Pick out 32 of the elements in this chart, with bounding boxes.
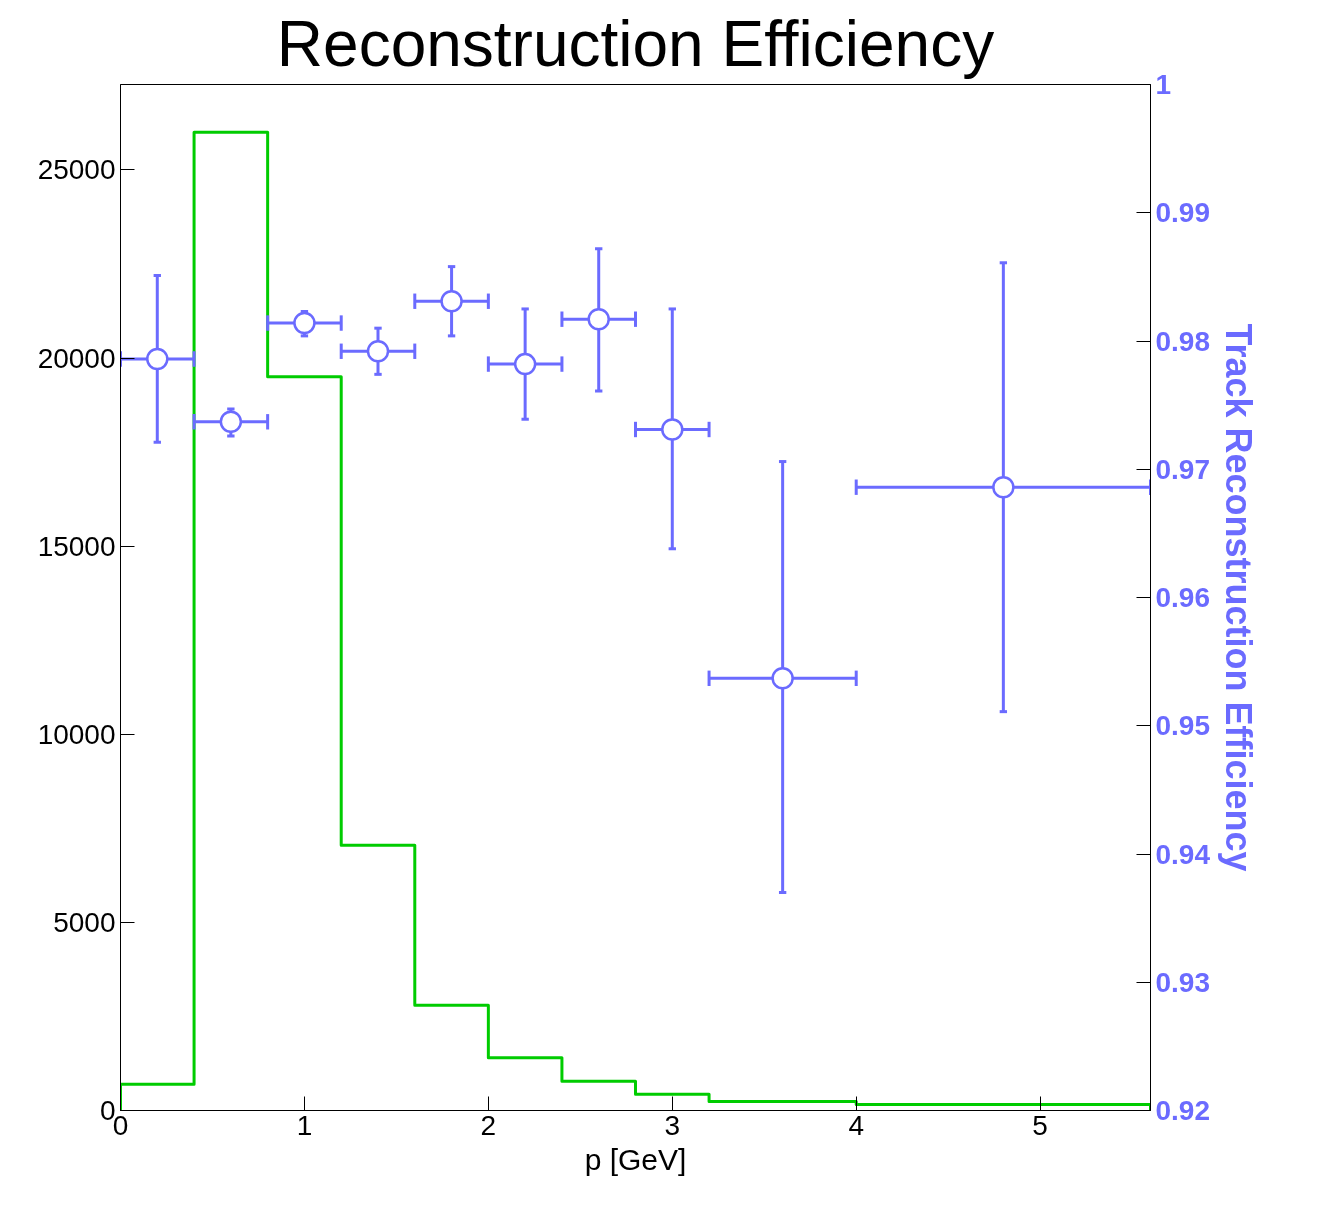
point (587, 307, 610, 331)
y2-tick-label: 0.92 (1155, 1095, 1210, 1126)
point (992, 475, 1015, 499)
y-tick-label: 25000 (37, 154, 116, 186)
y-tick-label: 20000 (37, 342, 116, 374)
y-tick-label: 15000 (37, 530, 116, 562)
x-axis-title: p [GeV] (584, 1142, 687, 1176)
point (661, 418, 684, 441)
point (293, 311, 316, 335)
y2-tick-label: 0.94 (1155, 838, 1211, 870)
x-tick-label: 5 (1032, 1109, 1048, 1141)
y2-axis-title: Track Reconstruction Efficiency (1218, 323, 1259, 872)
y-tick-label: 5000 (53, 906, 116, 938)
y2-tick-label: 0.98 (1155, 325, 1210, 357)
x-tick-label: 1 (296, 1109, 313, 1141)
point (440, 290, 463, 313)
x-tick-label: 4 (848, 1109, 865, 1141)
y2-tick-label: 0.95 (1155, 710, 1210, 742)
x-tick-label: 3 (664, 1109, 681, 1141)
point (771, 667, 794, 690)
y2-tick-label: 0.96 (1155, 582, 1210, 613)
y2-tick-label: 0.99 (1155, 197, 1210, 229)
y2-tick-label: 0.93 (1155, 966, 1210, 998)
point (513, 352, 537, 376)
point (146, 347, 169, 371)
x-tick-label: 2 (480, 1109, 497, 1141)
y-tick-label: 10000 (37, 718, 116, 750)
y2-tick-label: 0.97 (1155, 453, 1210, 485)
point (219, 410, 243, 434)
point (366, 340, 390, 363)
chart-title: Reconstruction Efficiency (276, 7, 995, 80)
y2-tick-label: 1 (1155, 69, 1172, 100)
